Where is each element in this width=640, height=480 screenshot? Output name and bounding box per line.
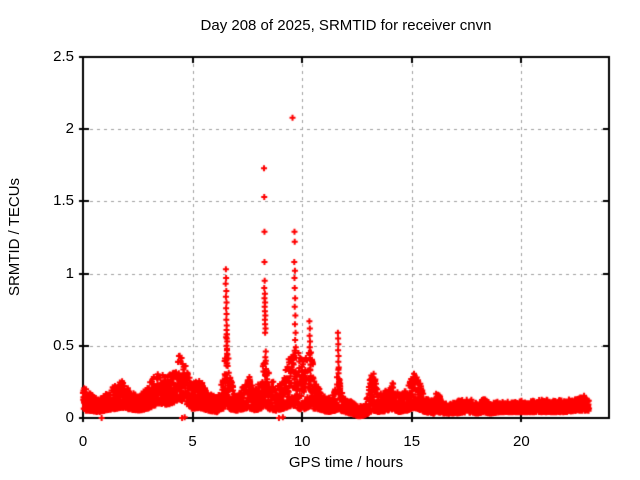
y-tick-label-0: 0: [65, 409, 74, 426]
y-tick-label-2.5: 2.5: [53, 48, 74, 65]
x-tick-label-0: 0: [78, 433, 88, 450]
x-axis-label: GPS time / hours: [288, 454, 404, 471]
x-tick-label-15: 15: [403, 433, 421, 450]
x-tick-label-20: 20: [512, 433, 530, 450]
y-axis-label: SRMTID / TECUs: [6, 177, 23, 297]
x-tick-label-10: 10: [293, 433, 311, 450]
y-tick-label-1: 1: [65, 264, 74, 282]
y-tick-label-1.5: 1.5: [53, 192, 74, 210]
y-tick-label-2: 2: [65, 120, 74, 138]
y-tick-label-0.5: 0.5: [53, 336, 74, 354]
chart-title: Day 208 of 2025, SRMTID for receiver cnv…: [200, 17, 492, 34]
x-tick-label-5: 5: [188, 433, 197, 450]
